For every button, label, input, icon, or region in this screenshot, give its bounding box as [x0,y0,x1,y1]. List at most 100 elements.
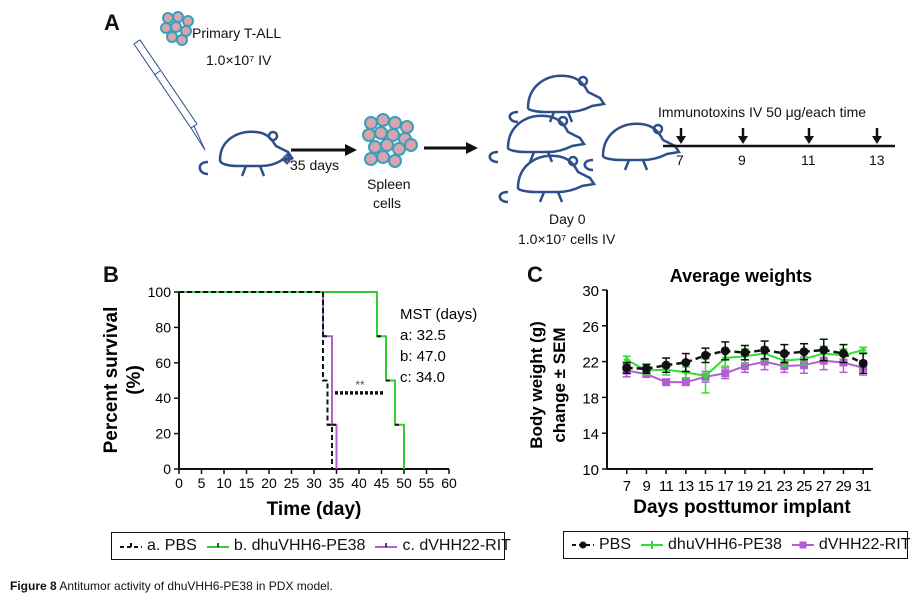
legend-item-dvhh22: c. dVHH22-RIT [375,537,511,555]
x-tick-label: 7 [623,478,631,495]
x-tick-label: 9 [642,478,650,495]
data-point-pbs [740,348,750,358]
spleen-cells-icon [362,113,418,168]
data-point-pbs [701,350,711,360]
x-axis-label: Days posttumor implant [633,497,851,518]
legend-swatch-dashed-black [120,543,142,548]
primary-dose-label: 1.0×10⁷ IV [206,52,272,68]
x-tick-label: 27 [816,478,832,495]
caption-text: Antitumor activity of dhuVHH6-PE38 in PD… [56,579,333,593]
y-axis-label: Percent survival [101,307,122,454]
treatment-day: 9 [738,152,746,168]
spleen-label-1: Spleen [367,176,411,192]
x-tick-label: 50 [396,475,412,491]
legend-item-dhuvhh6: b. dhuVHH6-PE38 [206,537,366,555]
x-tick-label: 35 [329,475,345,491]
chart-title: Average weights [670,266,812,286]
x-tick-label: 17 [717,478,733,495]
day0-label: Day 0 [549,211,586,227]
x-tick-label: 60 [441,475,457,491]
x-tick-label: 0 [175,475,183,491]
day0-dose-label: 1.0×10⁷ cells IV [518,231,616,247]
data-point-pbs [641,364,651,374]
legend-label: a. PBS [147,537,197,554]
y-tick-label: 22 [582,355,599,372]
y-axis-label: Body weight (g) [527,321,546,448]
panel-c-letter: C [527,262,543,287]
treatment-label: Immunotoxins IV 50 μg/each time [658,104,867,120]
x-tick-label: 10 [216,475,232,491]
panel-b-letter: B [103,262,119,287]
x-tick-label: 23 [776,478,792,495]
y-tick-label: 0 [163,461,171,477]
x-tick-label: 5 [198,475,206,491]
legend-item-dhuvhh6: dhuVHH6-PE38 [641,536,782,554]
legend-swatch-purple-square [791,541,814,549]
y-tick-label: 80 [155,319,171,335]
data-point-pbs [819,345,829,355]
primary-tall-label: Primary T-ALL [192,25,282,41]
legend-swatch-purple [375,543,398,548]
survival-line-pbs [179,291,333,469]
dose-arrow-icon [676,128,686,144]
x-tick-label: 25 [796,478,812,495]
treatment-timeline [663,128,895,148]
treatment-day: 13 [869,152,885,168]
data-point-dhuvhh6 [702,372,709,379]
legend-item-pbs: PBS [572,536,631,554]
mst-line-b: b: 47.0 [400,348,446,365]
x-tick-label: 55 [419,475,435,491]
legend-label: dhuVHH6-PE38 [668,536,782,553]
treatment-day: 7 [676,152,684,168]
interval-label: 35 days [290,157,340,173]
x-tick-label: 45 [374,475,390,491]
mouse-icon [198,130,295,177]
significance-mark: ** [355,378,365,392]
figure-caption: Figure 8 Antitumor activity of dhuVHH6-P… [10,579,333,593]
x-tick-label: 15 [239,475,255,491]
legend-label: dVHH22-RIT [818,536,911,553]
data-point-dvhh22 [662,378,671,387]
mst-line-c: c: 34.0 [400,369,445,386]
mst-title: MST (days) [400,306,477,323]
legend-swatch-green [206,543,229,548]
data-point-pbs [661,360,671,370]
data-point-pbs [858,358,868,368]
survival-line-dhuvhh6 [179,291,405,469]
y-tick-label: 26 [582,319,599,336]
data-point-pbs [760,345,770,355]
data-point-pbs [838,349,848,359]
x-tick-label: 25 [284,475,300,491]
dose-arrow-icon [872,128,882,144]
legend-swatch-green-plus [641,541,664,549]
x-tick-label: 19 [737,478,753,495]
data-point-dvhh22 [760,357,769,366]
legend-swatch-black-circle [572,541,594,549]
treatment-day: 11 [801,152,816,168]
x-tick-label: 30 [306,475,322,491]
survival-legend: a. PBS b. dhuVHH6-PE38 c. dVHH22-RIT [111,532,511,560]
cell-cluster-icon [160,11,194,46]
x-tick-label: 13 [678,478,694,495]
x-tick-label: 21 [757,478,773,495]
data-point-pbs [779,349,789,359]
legend-label: b. dhuVHH6-PE38 [233,537,366,554]
x-tick-label: 20 [261,475,277,491]
data-point-dhuvhh6 [860,346,867,353]
data-point-dvhh22 [721,369,730,378]
mice-group-icon [488,74,682,204]
weights-chart: Average weights 7 9 11 13 15 17 19 21 23 25 27 29 31… [527,266,873,518]
y-tick-label: 60 [155,355,171,371]
x-axis-label: Time (day) [267,499,362,520]
arrow-icon [291,144,357,156]
arrow-icon [424,142,478,154]
data-point-pbs [799,347,809,357]
data-point-pbs [720,346,730,356]
panel-a-letter: A [104,10,120,35]
data-point-pbs [622,363,632,373]
y-tick-label: 40 [155,390,171,406]
caption-label: Figure 8 [10,579,57,593]
data-point-dvhh22 [740,362,749,371]
legend-label: PBS [599,536,632,553]
